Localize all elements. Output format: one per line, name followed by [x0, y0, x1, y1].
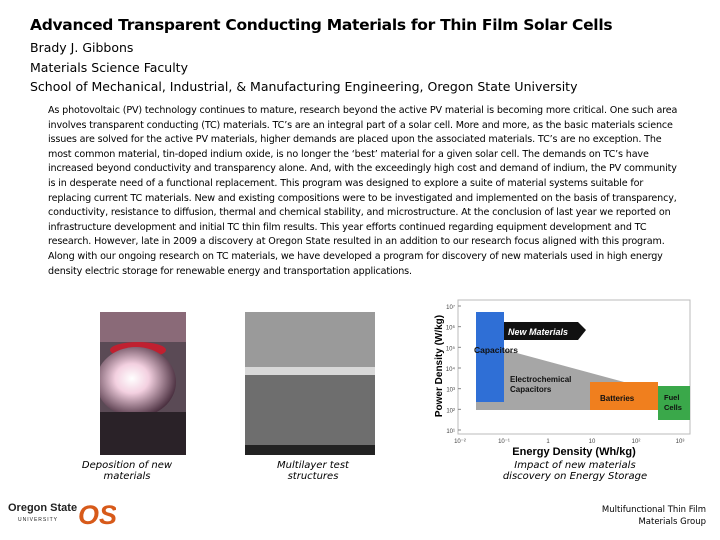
- x-tick-label: 10³: [676, 439, 685, 445]
- y-tick-label: 10⁴: [446, 366, 456, 373]
- electrochemical-region: [476, 342, 624, 410]
- capacitor-region: [476, 312, 504, 402]
- region-label: Electrochemical Capacitors: [510, 375, 571, 394]
- abstract: As photovoltaic (PV) technology continue…: [48, 105, 678, 277]
- x-axis-label: Energy Density (Wh/kg): [512, 446, 636, 458]
- logo: Oregon State UNIVERSITY OSU: [8, 500, 116, 530]
- caption: Deposition of new materials: [81, 460, 173, 482]
- sem-image: [245, 312, 375, 455]
- affiliation: Materials Science Faculty: [30, 60, 188, 75]
- x-tick-label: 10²: [632, 439, 641, 445]
- region-label: Fuel Cells: [664, 393, 682, 412]
- caption: Multilayer test structures: [277, 460, 349, 482]
- region-label: Batteries: [600, 394, 635, 403]
- y-tick-label: 10¹: [446, 429, 455, 435]
- author: Brady J. Gibbons: [30, 40, 134, 55]
- region-label: Capacitors: [474, 345, 518, 355]
- x-tick-label: 10: [589, 439, 596, 445]
- caption: Impact of new materials discovery on Ene…: [502, 460, 648, 482]
- region-label: New Materials: [508, 327, 568, 337]
- affiliation: School of Mechanical, Industrial, & Manu…: [30, 79, 578, 94]
- fuelcell-region: [658, 386, 690, 420]
- x-tick-label: 1: [546, 439, 550, 445]
- y-tick-label: 10⁶: [446, 325, 456, 332]
- new-materials-arrow: [504, 322, 586, 340]
- y-tick-label: 10⁵: [446, 345, 456, 352]
- logo-name: Oregon State: [8, 502, 77, 514]
- deposition-photo: [100, 312, 186, 455]
- battery-region: [590, 382, 658, 410]
- y-axis-label: Power Density (W/kg): [434, 315, 445, 417]
- x-tick-label: 10⁻¹: [498, 439, 510, 445]
- group-name: Multifunctional Thin Film Materials Grou…: [601, 505, 706, 527]
- logo-sub: UNIVERSITY: [18, 517, 58, 523]
- ragone-chart: 10⁷ 10⁶ 10⁵ 10⁴ 10³ 10² 10¹ 10⁻² 10⁻¹ 1 10 10² 10³ En…: [434, 299, 691, 458]
- x-tick-label: 10⁻²: [454, 439, 466, 445]
- y-tick-label: 10²: [446, 408, 455, 414]
- y-tick-label: 10⁷: [446, 304, 455, 311]
- y-tick-label: 10³: [446, 388, 455, 394]
- title: Advanced Transparent Conducting Material…: [30, 16, 613, 34]
- logo-mark: OSU: [78, 500, 116, 530]
